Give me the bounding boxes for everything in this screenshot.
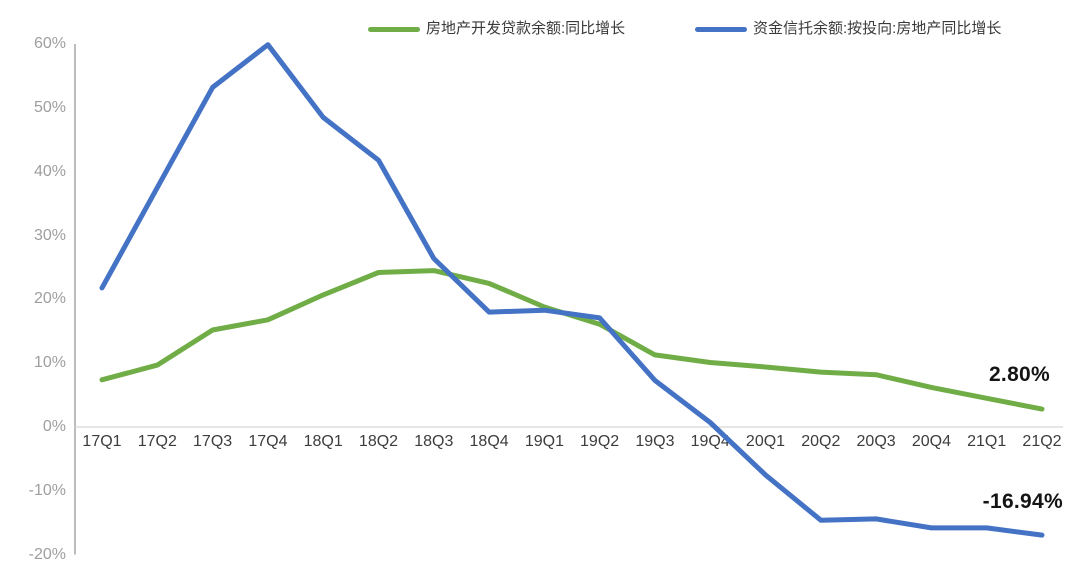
legend-item-trust-balance: 资金信托余额:按投向:房地产同比增长 — [695, 20, 1001, 38]
legend-swatch-green — [368, 26, 420, 32]
series-line-development-loan — [99, 268, 1045, 412]
legend-item-development-loan: 房地产开发贷款余额:同比增长 — [368, 20, 625, 38]
legend-swatch-blue — [695, 26, 747, 32]
series-line-trust-balance — [99, 42, 1045, 538]
legend-label-trust-balance: 资金信托余额:按投向:房地产同比增长 — [753, 20, 1002, 37]
data-label-development-loan-latest: 2.80% — [988, 363, 1050, 386]
legend-label-development-loan: 房地产开发贷款余额:同比增长 — [426, 20, 626, 37]
data-label-trust-balance-latest: -16.94% — [982, 490, 1063, 513]
